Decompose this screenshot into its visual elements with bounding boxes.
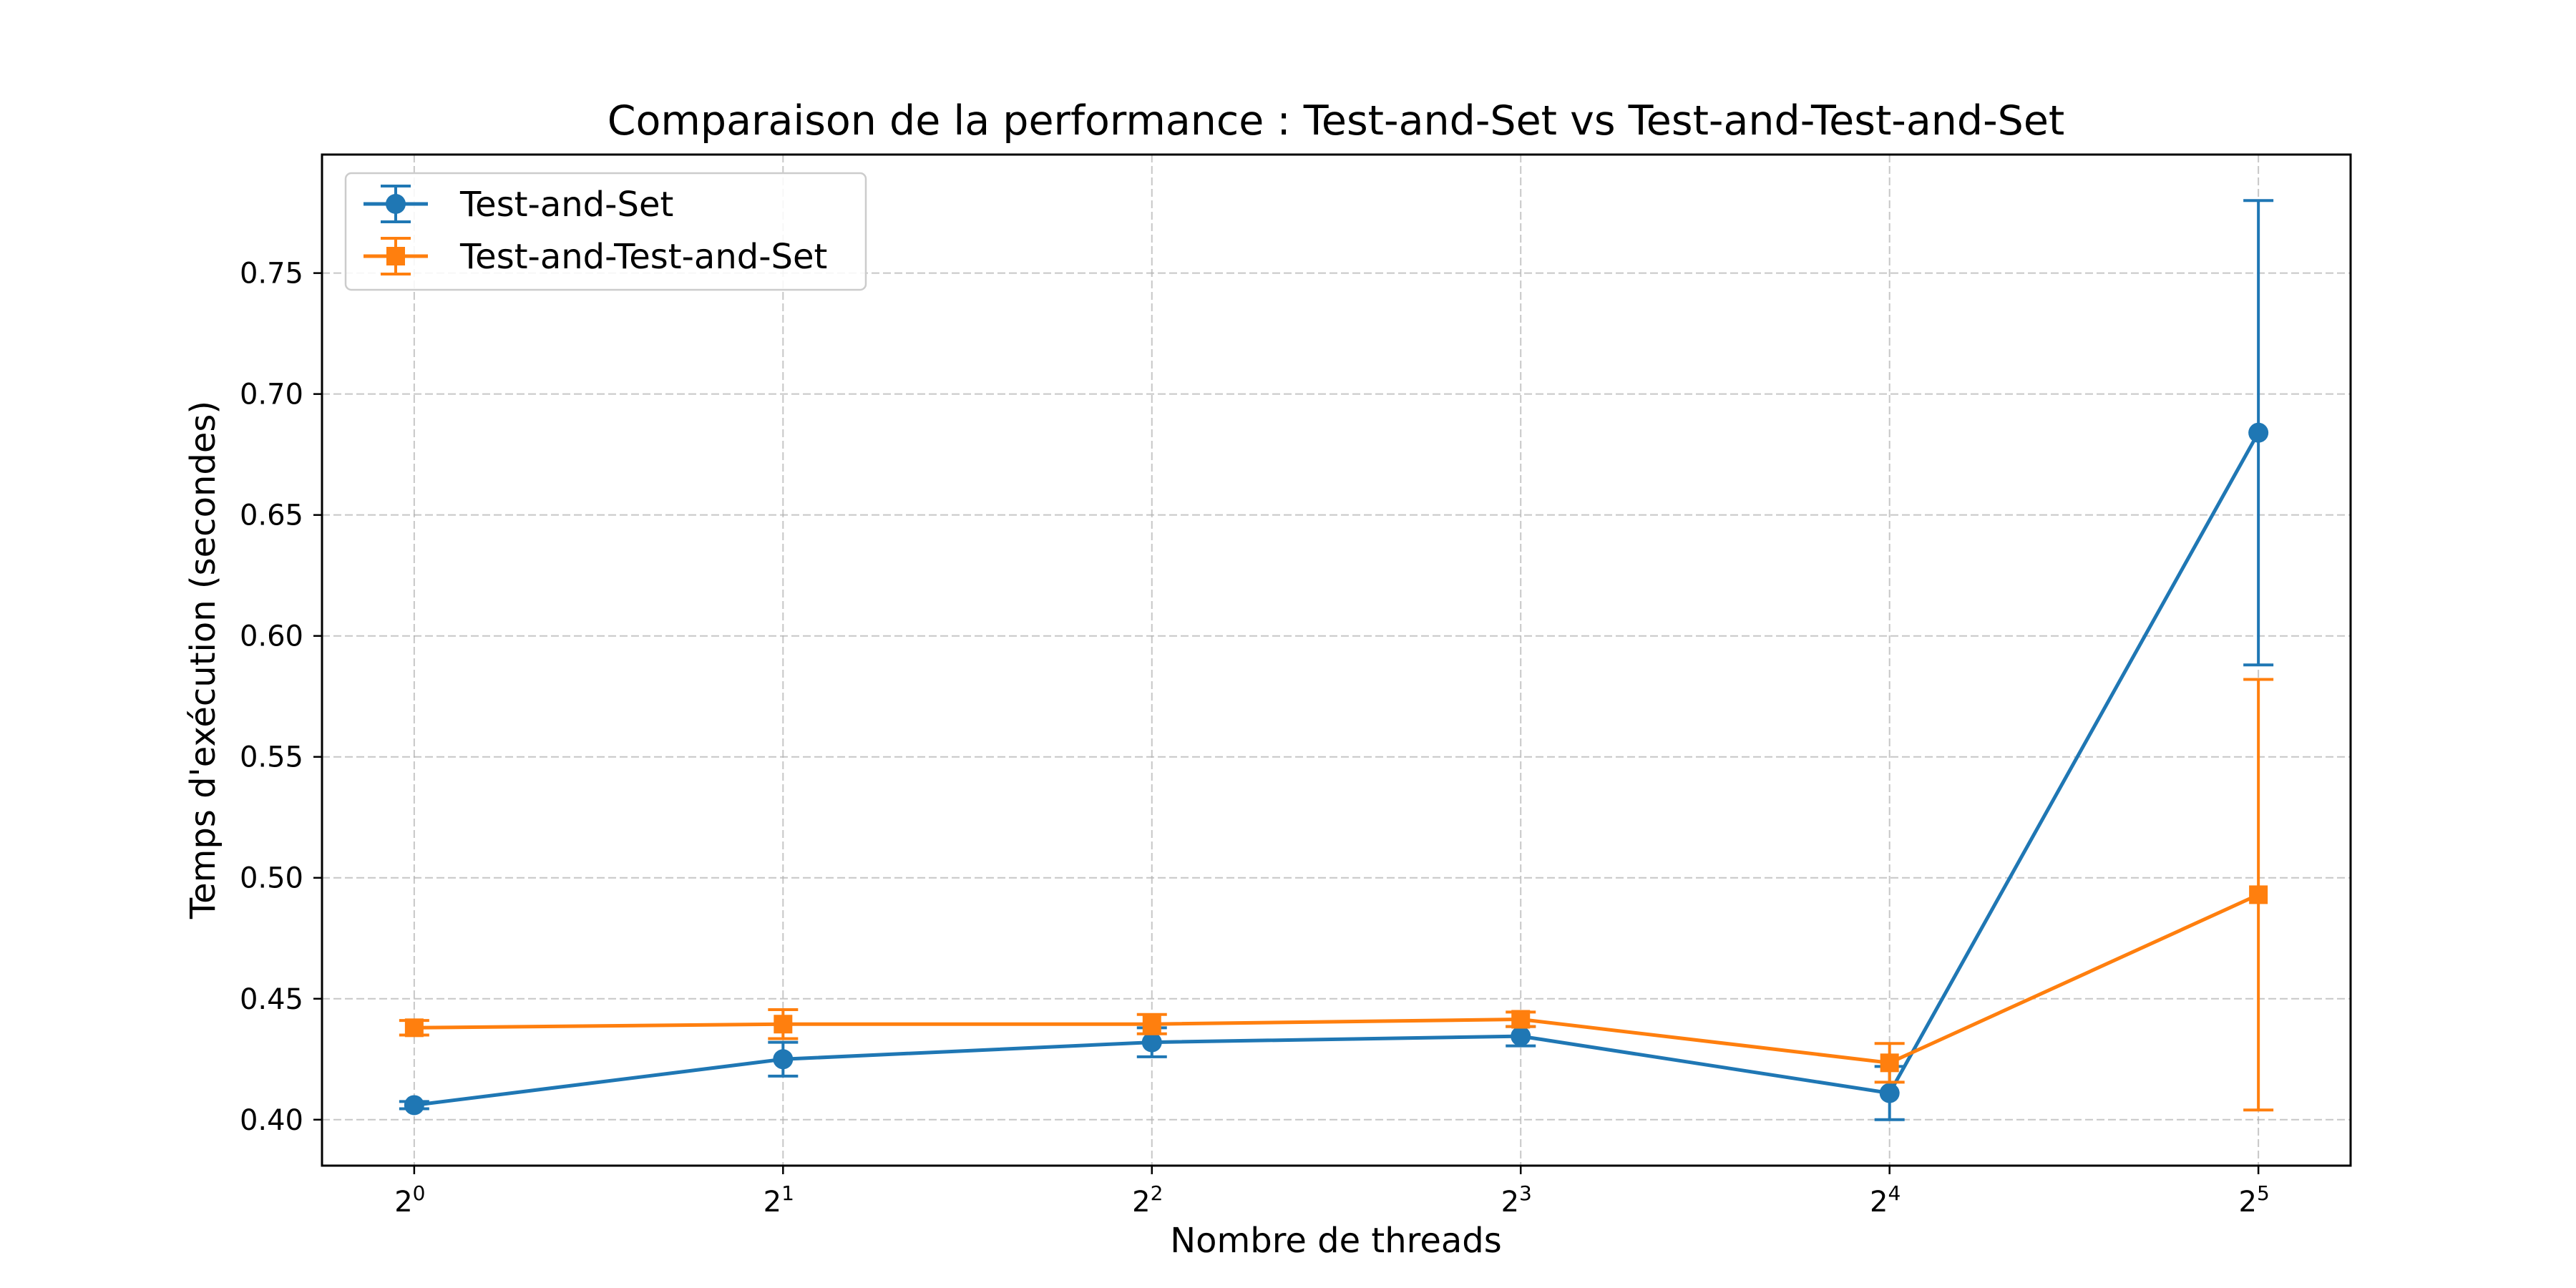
y-tick-label: 0.65: [240, 499, 303, 532]
data-point: [1879, 1083, 1900, 1103]
x-tick-label: 22: [1132, 1181, 1163, 1219]
legend: Test-and-Set Test-and-Test-and-Set: [344, 172, 867, 291]
plot-frame: [321, 153, 2352, 1167]
data-point: [2249, 885, 2268, 904]
x-tick-label: 23: [1501, 1181, 1532, 1219]
series-test-and-test-and-set: [399, 678, 2274, 1112]
data-point: [1511, 1026, 1531, 1047]
y-tick-label: 0.60: [240, 620, 303, 653]
data-point: [2248, 422, 2269, 443]
legend-marker: [386, 247, 405, 265]
x-tick-label: 24: [1870, 1181, 1901, 1219]
series-line: [414, 893, 2260, 1065]
data-point: [773, 1049, 794, 1070]
y-tick-label: 0.45: [240, 983, 303, 1016]
x-tick-label: 25: [2238, 1181, 2269, 1219]
y-axis-title: Temps d'exécution (secondes): [183, 401, 223, 919]
legend-entry: Test-and-Test-and-Set: [364, 237, 827, 277]
legend-entry: Test-and-Set: [364, 185, 673, 225]
y-tick-label: 0.70: [240, 379, 303, 411]
data-point: [1511, 1010, 1531, 1029]
x-tick-label: 21: [763, 1181, 794, 1219]
y-tick-label: 0.50: [240, 862, 303, 895]
legend-marker: [386, 194, 406, 214]
data-point: [1880, 1053, 1899, 1073]
x-axis-title: Nombre de threads: [1170, 1221, 1502, 1261]
legend-box: [344, 172, 867, 291]
legend-label: Test-and-Test-and-Set: [459, 237, 827, 277]
data-point: [774, 1015, 793, 1034]
legend-label: Test-and-Set: [459, 185, 673, 225]
y-tick-label: 0.40: [240, 1104, 303, 1137]
chart-title: Comparaison de la performance : Test-and…: [608, 97, 2065, 145]
y-tick-label: 0.75: [240, 258, 303, 291]
data-point: [404, 1095, 424, 1116]
series-layer: [399, 199, 2274, 1121]
data-point: [1142, 1015, 1161, 1034]
series-test-and-set: [399, 199, 2274, 1121]
x-tick-label: 20: [394, 1181, 425, 1219]
y-tick-label: 0.55: [240, 741, 303, 774]
data-point: [1141, 1032, 1162, 1053]
data-point: [404, 1018, 424, 1038]
series-line: [414, 431, 2260, 1107]
axes: 0.40 0.45 0.50 0.55 0.60 0.65 0.70 0.75 20 21 22 23…: [240, 258, 2270, 1219]
